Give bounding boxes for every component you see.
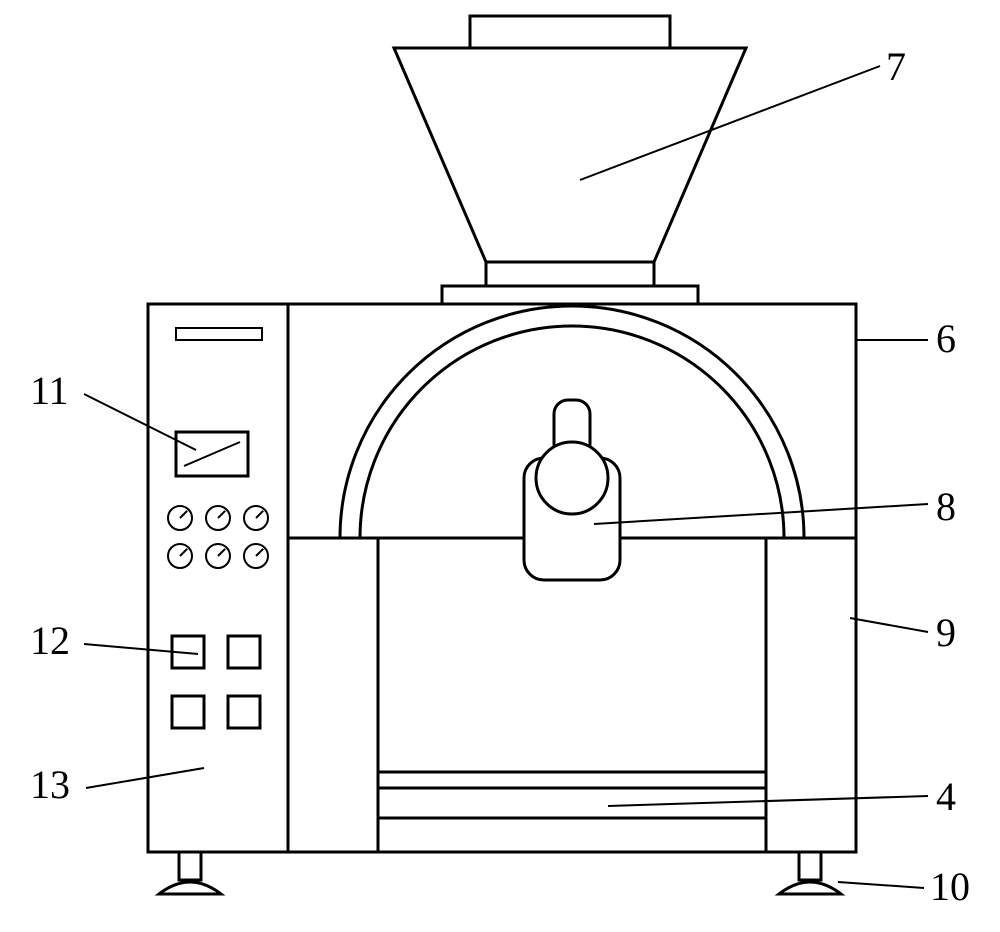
- hopper-base: [442, 286, 698, 304]
- panel-button-2[interactable]: [172, 696, 204, 728]
- leader-6: [86, 768, 204, 788]
- leader-8: [838, 882, 924, 888]
- callout-label-9: 9: [936, 610, 956, 655]
- leader-5: [850, 618, 928, 632]
- callout-label-4: 4: [936, 774, 956, 819]
- foot-left-cap: [159, 882, 221, 894]
- leader-2: [84, 394, 196, 450]
- callout-label-6: 6: [936, 316, 956, 361]
- foot-right-cap: [779, 882, 841, 894]
- hopper-top: [470, 16, 670, 48]
- leader-3: [594, 504, 928, 524]
- panel-button-3[interactable]: [228, 696, 260, 728]
- foot-left-stem: [179, 852, 201, 880]
- callout-label-12: 12: [30, 618, 70, 663]
- panel-button-1[interactable]: [228, 636, 260, 668]
- callout-label-13: 13: [30, 762, 70, 807]
- foot-right-stem: [799, 852, 821, 880]
- screen-needle: [184, 442, 240, 466]
- hopper-neck: [486, 262, 654, 286]
- callout-label-7: 7: [886, 44, 906, 89]
- callout-label-11: 11: [30, 368, 69, 413]
- callout-label-8: 8: [936, 484, 956, 529]
- panel-slot: [176, 328, 262, 340]
- leader-7: [608, 796, 928, 806]
- leader-4: [84, 644, 198, 654]
- hopper-funnel: [394, 48, 746, 262]
- machine-body: [148, 304, 856, 852]
- callout-label-10: 10: [930, 864, 970, 909]
- nozzle-circle: [536, 442, 608, 514]
